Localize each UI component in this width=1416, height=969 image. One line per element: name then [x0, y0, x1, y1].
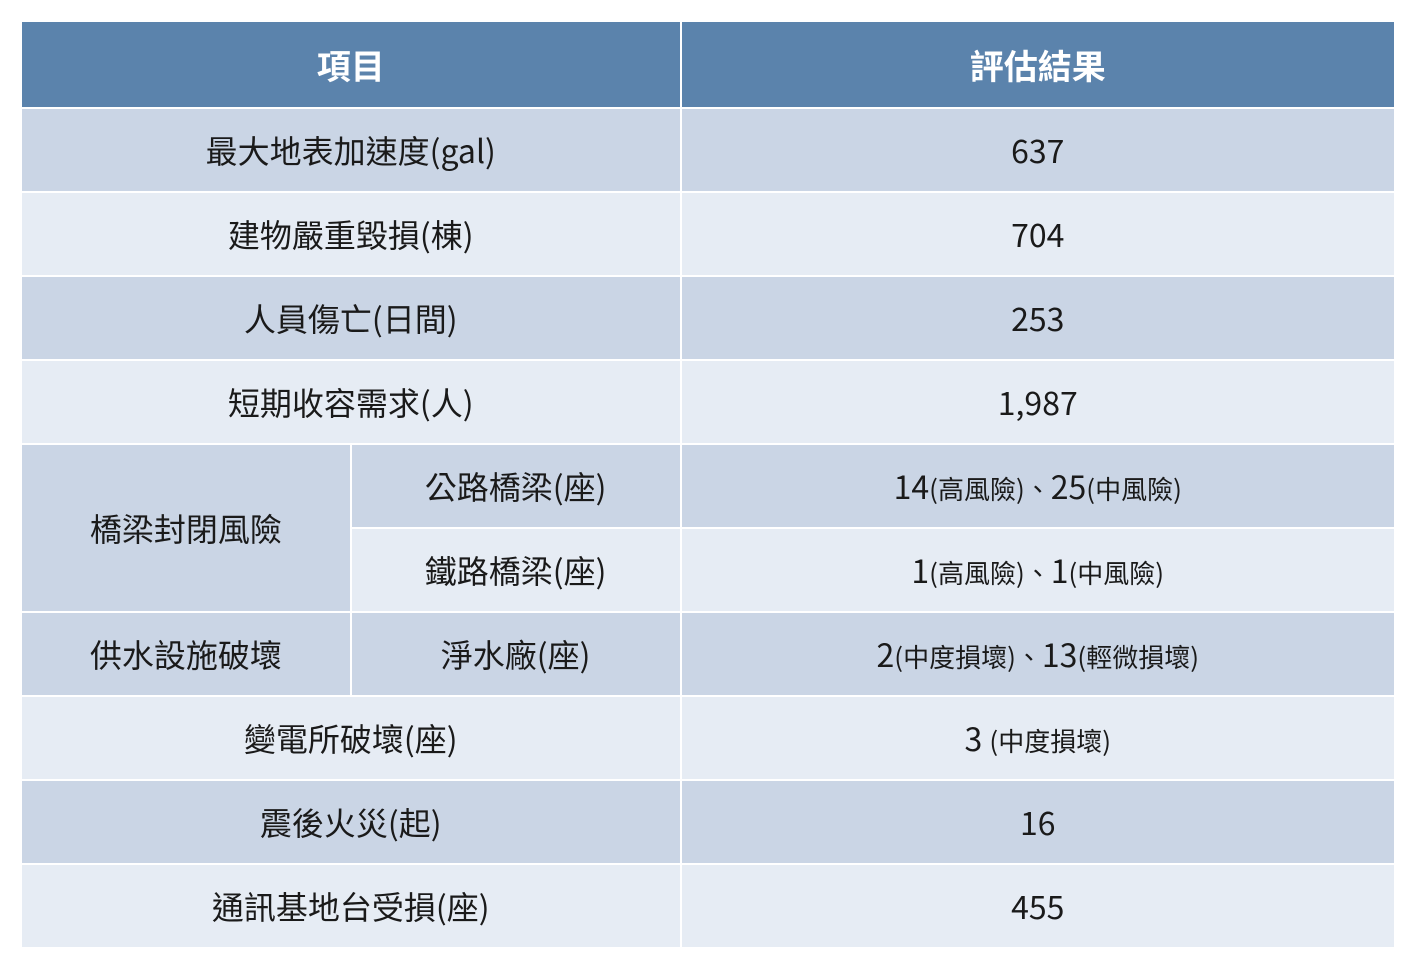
- item-label: 建物嚴重毀損(棟): [21, 192, 681, 276]
- item-value: 1,987: [681, 360, 1396, 444]
- sub-label: 公路橋梁(座): [351, 444, 681, 528]
- group-label: 供水設施破壞: [21, 612, 351, 696]
- item-value: 3 (中度損壞): [681, 696, 1396, 780]
- item-value: 16: [681, 780, 1396, 864]
- item-value: 1(高風險)、1(中風險): [681, 528, 1396, 612]
- item-value: 637: [681, 108, 1396, 192]
- assessment-table-container: 項目 評估結果 最大地表加速度(gal) 637 建物嚴重毀損(棟) 704 人…: [20, 20, 1396, 949]
- table-header-row: 項目 評估結果: [21, 21, 1395, 108]
- value-number: 13: [1042, 631, 1078, 677]
- item-label: 人員傷亡(日間): [21, 276, 681, 360]
- value-number: 14: [894, 463, 930, 509]
- value-separator: 、: [1025, 470, 1051, 507]
- table-row: 橋梁封閉風險 公路橋梁(座) 14(高風險)、25(中風險): [21, 444, 1395, 528]
- item-value: 455: [681, 864, 1396, 948]
- assessment-table: 項目 評估結果 最大地表加速度(gal) 637 建物嚴重毀損(棟) 704 人…: [20, 20, 1396, 949]
- value-qualifier: (中度損壞): [989, 722, 1111, 759]
- item-label: 短期收容需求(人): [21, 360, 681, 444]
- value-number: 1: [1051, 547, 1069, 593]
- item-value: 704: [681, 192, 1396, 276]
- value-number: 2: [877, 631, 895, 677]
- table-row: 變電所破壞(座) 3 (中度損壞): [21, 696, 1395, 780]
- value-qualifier: (高風險): [929, 554, 1025, 591]
- value-number: 25: [1051, 463, 1087, 509]
- value-qualifier: (高風險): [929, 470, 1025, 507]
- table-row: 通訊基地台受損(座) 455: [21, 864, 1395, 948]
- item-label: 震後火災(起): [21, 780, 681, 864]
- sub-label: 淨水廠(座): [351, 612, 681, 696]
- value-separator: 、: [1025, 554, 1051, 591]
- header-result: 評估結果: [681, 21, 1396, 108]
- value-qualifier: (輕微損壞): [1077, 638, 1199, 675]
- sub-label: 鐵路橋梁(座): [351, 528, 681, 612]
- value-separator: 、: [1016, 638, 1042, 675]
- value-qualifier: (中風險): [1069, 554, 1165, 591]
- value-qualifier: (中風險): [1086, 470, 1182, 507]
- table-row: 短期收容需求(人) 1,987: [21, 360, 1395, 444]
- table-row: 建物嚴重毀損(棟) 704: [21, 192, 1395, 276]
- value-number: 3: [964, 715, 989, 761]
- item-label: 變電所破壞(座): [21, 696, 681, 780]
- table-row: 供水設施破壞 淨水廠(座) 2(中度損壞)、13(輕微損壞): [21, 612, 1395, 696]
- item-value: 253: [681, 276, 1396, 360]
- value-qualifier: (中度損壞): [894, 638, 1016, 675]
- table-row: 震後火災(起) 16: [21, 780, 1395, 864]
- item-label: 最大地表加速度(gal): [21, 108, 681, 192]
- table-row: 人員傷亡(日間) 253: [21, 276, 1395, 360]
- item-value: 14(高風險)、25(中風險): [681, 444, 1396, 528]
- item-label: 通訊基地台受損(座): [21, 864, 681, 948]
- header-item: 項目: [21, 21, 681, 108]
- item-value: 2(中度損壞)、13(輕微損壞): [681, 612, 1396, 696]
- value-number: 1: [911, 547, 929, 593]
- table-row: 最大地表加速度(gal) 637: [21, 108, 1395, 192]
- group-label: 橋梁封閉風險: [21, 444, 351, 612]
